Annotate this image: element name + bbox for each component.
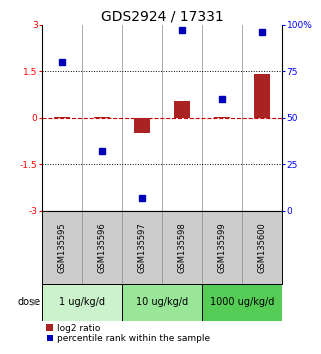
Text: GSM135598: GSM135598 [178, 222, 187, 273]
Text: GSM135599: GSM135599 [218, 222, 227, 273]
Text: 1000 ug/kg/d: 1000 ug/kg/d [210, 297, 274, 307]
Text: GSM135600: GSM135600 [258, 222, 267, 273]
Bar [214, 116, 230, 118]
Bar [174, 101, 190, 118]
Bar [122, 284, 202, 321]
Text: GSM135597: GSM135597 [137, 222, 147, 273]
Bar [134, 118, 150, 133]
Bar [202, 284, 282, 321]
Text: 1 ug/kg/d: 1 ug/kg/d [59, 297, 105, 307]
Text: 10 ug/kg/d: 10 ug/kg/d [136, 297, 188, 307]
Text: dose: dose [18, 297, 41, 307]
Bar [42, 284, 122, 321]
Bar [54, 116, 70, 118]
Title: GDS2924 / 17331: GDS2924 / 17331 [101, 10, 223, 24]
Text: GSM135596: GSM135596 [97, 222, 107, 273]
Bar [254, 74, 270, 118]
Legend: log2 ratio, percentile rank within the sample: log2 ratio, percentile rank within the s… [46, 324, 210, 343]
Text: GSM135595: GSM135595 [57, 222, 66, 273]
Bar [94, 116, 110, 118]
